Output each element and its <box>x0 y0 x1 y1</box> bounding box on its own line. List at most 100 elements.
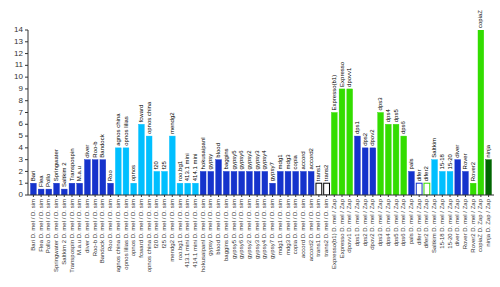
x-tick-label: Saltkim D. mel / Zap <box>431 198 437 253</box>
bar <box>154 171 160 195</box>
bar-name-label: Flea <box>38 175 44 187</box>
x-tick-label: Pollo D. mel / D. sim <box>45 199 51 253</box>
y-tick-label: 7 <box>19 108 24 117</box>
x-tick-label: Expresso D. mel / Zap <box>339 198 345 258</box>
x-tick-label: Springwater D. mel / D. sim <box>53 199 59 272</box>
bar <box>424 183 430 195</box>
bar-name-label: dps3 <box>377 97 383 111</box>
bar <box>77 183 83 195</box>
bar-name-label: gypsy4 <box>261 150 267 170</box>
x-tick <box>195 195 196 197</box>
x-tick <box>149 195 150 197</box>
x-tick <box>210 195 211 197</box>
x-tick <box>450 195 451 197</box>
x-tick <box>488 195 489 197</box>
y-tick-label: 8 <box>19 96 24 105</box>
x-tick <box>396 195 397 197</box>
x-tick <box>71 195 72 197</box>
bar-name-label: gypsy6 <box>238 150 244 170</box>
bar <box>54 183 60 195</box>
bar-name-label: hokusaipanl <box>200 137 206 169</box>
bar-name-label: Bari <box>30 171 36 182</box>
bar-name-label: copia <box>292 154 298 169</box>
x-tick <box>118 195 119 197</box>
y-tick-label: 2 <box>19 167 24 176</box>
x-tick <box>110 195 111 197</box>
x-tick-label: f25 D. mel / D. sim <box>161 199 167 248</box>
bar <box>331 113 337 196</box>
bar <box>193 183 199 195</box>
x-tick-label: Bari D. mel / D. sim <box>30 199 36 251</box>
y-tick-label: 13 <box>14 37 23 46</box>
x-tick-label: gypsy6 D. mel / D. sim <box>238 199 244 259</box>
bars <box>31 30 492 195</box>
x-tick-label: 15-18 D. mel / Zap <box>439 198 445 248</box>
x-tick <box>156 195 157 197</box>
x-axis-line <box>28 195 494 196</box>
bar-name-label: difer <box>416 170 422 182</box>
x-tick <box>349 195 350 197</box>
x-tick <box>41 195 42 197</box>
y-tick <box>25 100 28 101</box>
bar <box>146 136 152 195</box>
x-tick <box>179 195 180 197</box>
x-tick <box>272 195 273 197</box>
bar-name-label: M.a.u <box>76 166 82 181</box>
y-tick <box>25 65 28 66</box>
x-tick-label: dpovv1 D. mel / Zap <box>346 198 352 252</box>
bar-name-label: gypsy <box>207 154 213 170</box>
x-tick-label: gypsy2 D. mel / D. sim <box>246 199 252 259</box>
x-tick-label: hokusaipanl D. mel / D. sim <box>200 199 206 272</box>
bar-name-label: difer2 <box>423 166 429 182</box>
bar <box>254 171 260 195</box>
bar <box>362 148 368 195</box>
bar <box>378 113 384 196</box>
axes: 01234567891011121314Bari D. mel / D. sim… <box>14 25 494 273</box>
x-tick <box>434 195 435 197</box>
bar <box>46 189 52 195</box>
bar-name-label: gypsy7 <box>269 162 275 182</box>
y-tick-label: 9 <box>19 84 24 93</box>
x-tick-label: gypsy4 D. mel / D. sim <box>261 199 267 259</box>
bar-name-label: Bandock <box>99 133 105 157</box>
bar <box>208 171 214 195</box>
bar-name-label: 414.1 mini <box>192 154 198 182</box>
x-tick-label: f20 D. mel / D. sim <box>153 199 159 248</box>
bar-name-label: dps2 <box>362 132 368 146</box>
bar-name-label: accord <box>300 151 306 169</box>
bar-name-label: gypsy2 <box>246 150 252 170</box>
x-tick-label: baggins D. mel / D. sim <box>223 199 229 261</box>
bar <box>439 171 445 195</box>
bar-name-label: Springwater <box>53 149 59 181</box>
bar <box>486 160 492 195</box>
bar <box>285 171 291 195</box>
y-tick-label: 0 <box>19 190 24 199</box>
x-tick <box>426 195 427 197</box>
bar-name-label: ninja <box>485 144 491 157</box>
y-tick <box>25 136 28 137</box>
x-tick <box>241 195 242 197</box>
bar <box>69 183 75 195</box>
x-tick <box>249 195 250 197</box>
x-tick-label: roo.bg1 D. mel / D. sim <box>177 199 183 260</box>
bar-name-label: baggins <box>223 148 229 169</box>
x-tick-label: dps1 D. mel / Zap <box>354 198 360 246</box>
bar-name-label: mdg1 <box>277 154 283 170</box>
x-tick <box>357 195 358 197</box>
x-tick-label: opnos china D. mel / D. sim <box>146 199 152 272</box>
x-tick-label: dps6 D. mel / Zap <box>400 198 406 246</box>
x-tick-label: Expresso(b1) D. mel / Zap <box>331 198 337 269</box>
bar-name-label: Saltkim <box>431 138 437 158</box>
x-tick-label: copia D. mel / D. sim <box>292 199 298 254</box>
x-tick-label: gypsy D. mel / D. sim <box>207 199 213 256</box>
bar <box>38 189 44 195</box>
bar <box>31 183 37 195</box>
y-tick <box>25 195 28 196</box>
bar <box>216 160 222 195</box>
bar <box>293 171 299 195</box>
x-tick-label: Flea D. mel / D. sim <box>38 199 44 252</box>
x-tick-label: mdg1 D. mel / D. sim <box>277 199 283 255</box>
x-tick <box>218 195 219 197</box>
x-tick-label: Bandock D. mel / D. sim <box>99 199 105 263</box>
annotations: BariFleaPolloSpringwaterSaltkim 2Transpo… <box>30 10 491 187</box>
